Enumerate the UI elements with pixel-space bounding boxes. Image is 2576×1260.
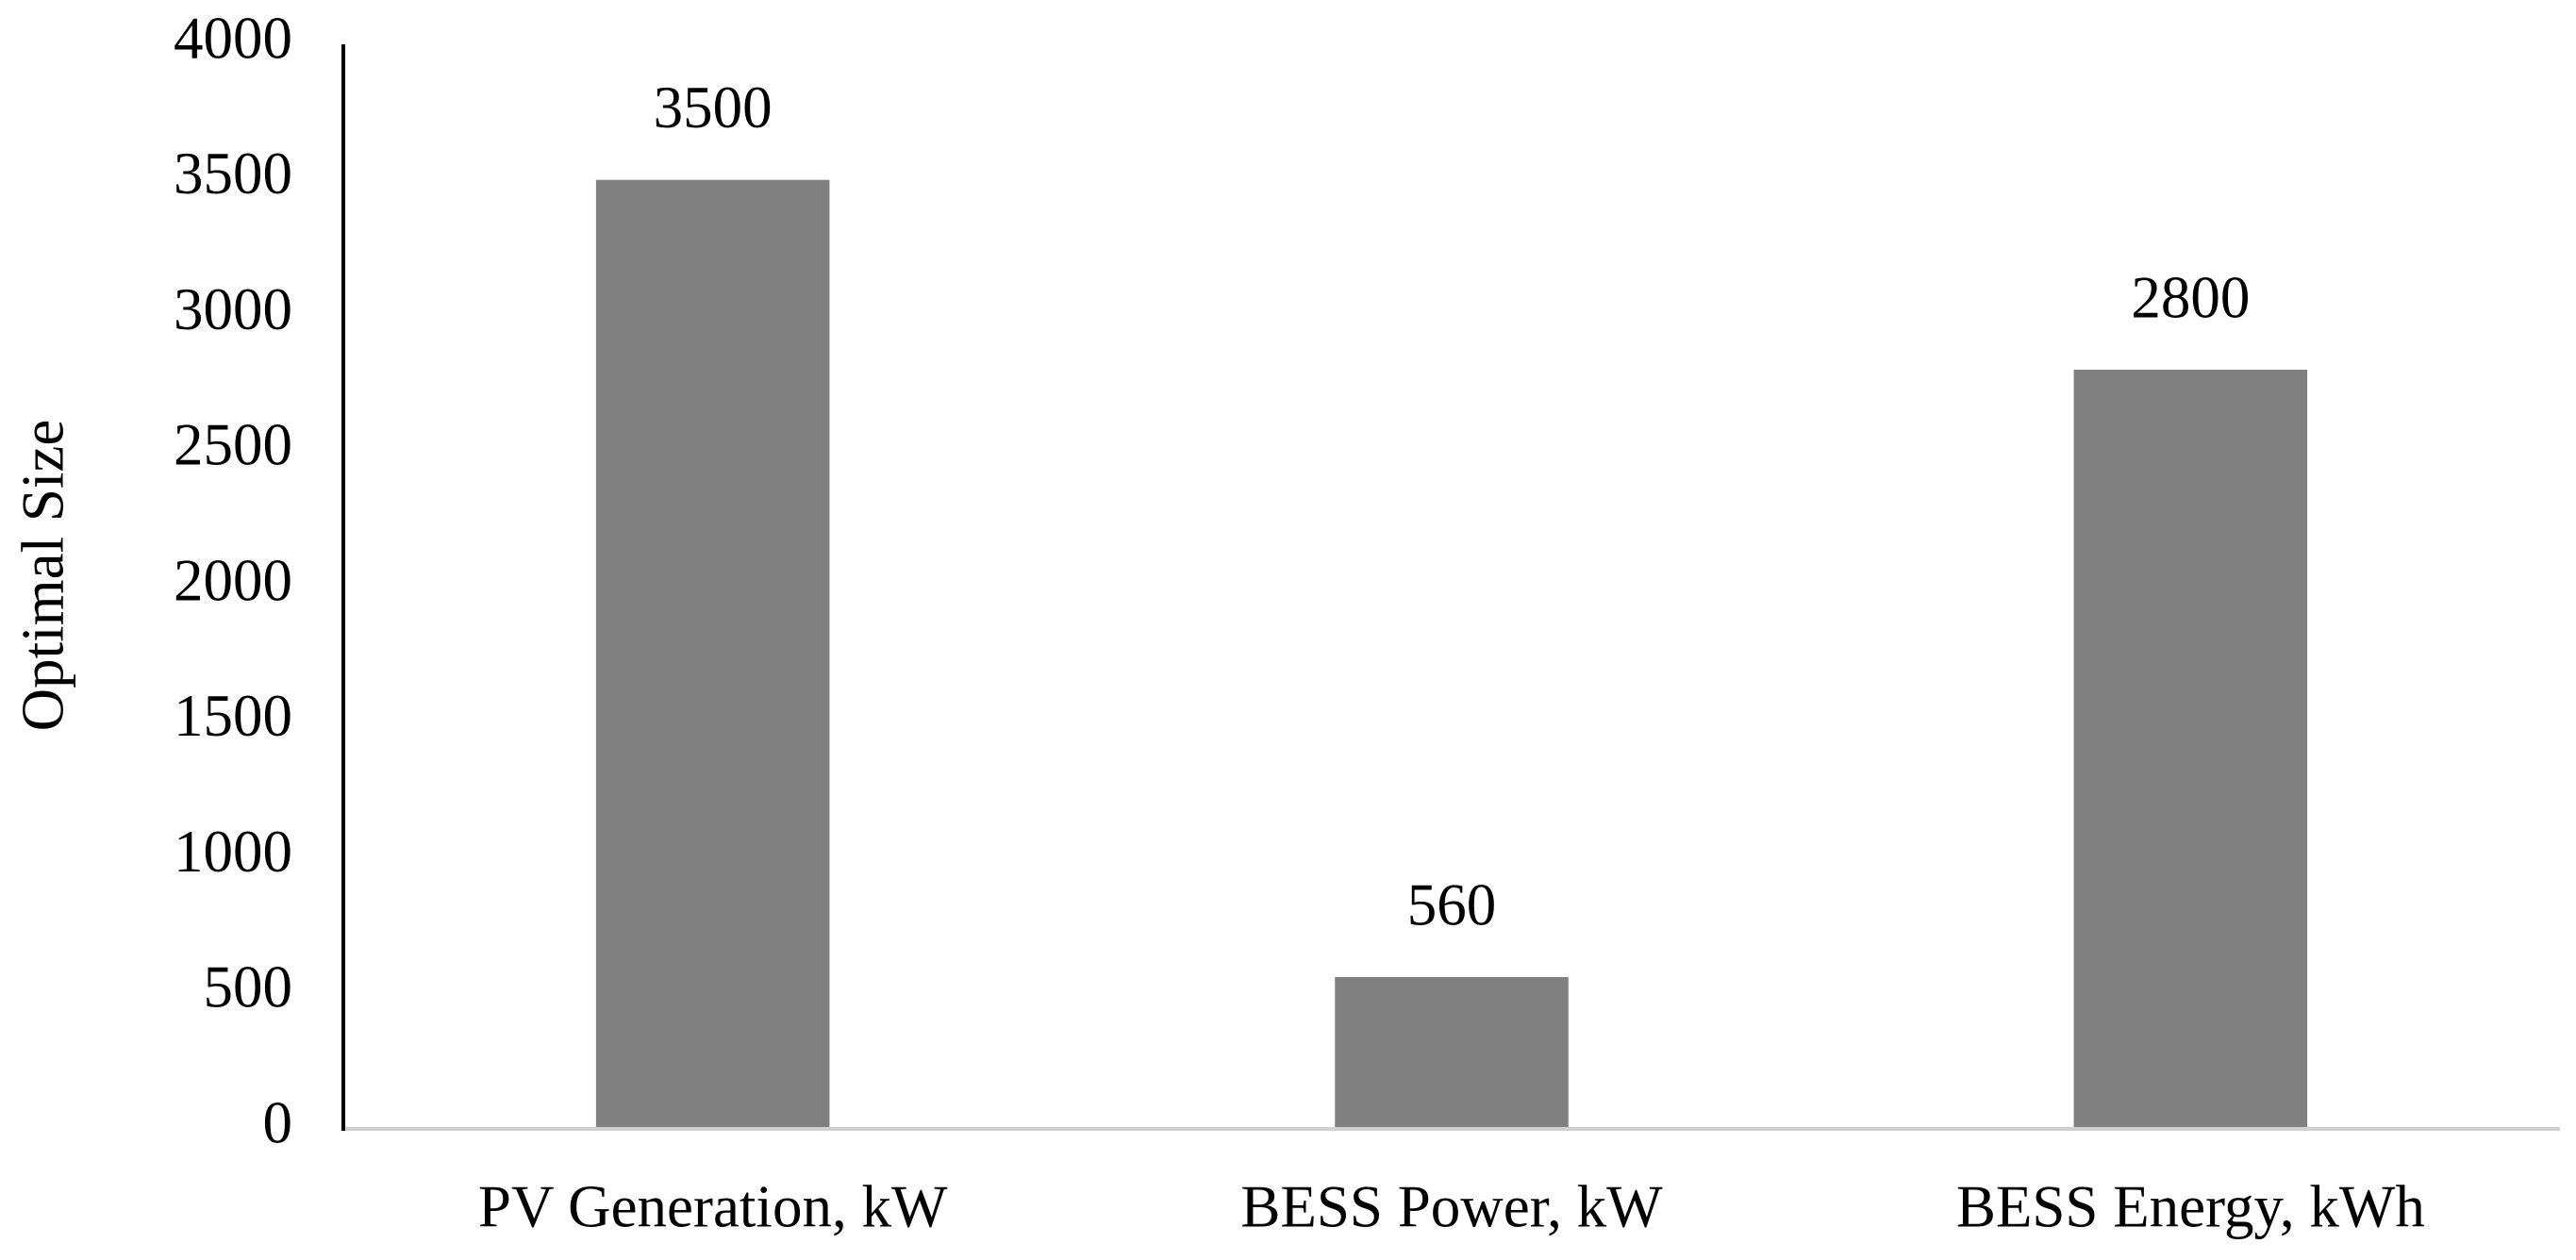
x-tick-label: PV Generation, kW: [478, 1173, 948, 1239]
x-tick-label: BESS Power, kW: [1240, 1173, 1663, 1239]
y-tick-label: 1500: [174, 683, 292, 749]
bar: [595, 179, 830, 1129]
value-label: 3500: [654, 75, 773, 141]
y-tick-label: 3500: [174, 141, 292, 207]
y-tick-label: 0: [263, 1089, 293, 1155]
y-tick-label: 3000: [174, 276, 292, 342]
x-tick-label: BESS Energy, kWh: [1956, 1173, 2425, 1239]
bar: [1335, 977, 1569, 1129]
value-label: 2800: [2131, 264, 2250, 330]
bar: [2073, 370, 2308, 1129]
y-axis-title: Optimal Size: [9, 420, 75, 732]
y-tick-label: 1000: [174, 819, 292, 885]
value-label: 560: [1407, 871, 1497, 937]
y-tick-label: 2000: [174, 547, 292, 613]
y-tick-label: 2500: [174, 412, 292, 478]
y-tick-label: 4000: [174, 5, 292, 71]
y-tick-label: 500: [204, 954, 293, 1020]
